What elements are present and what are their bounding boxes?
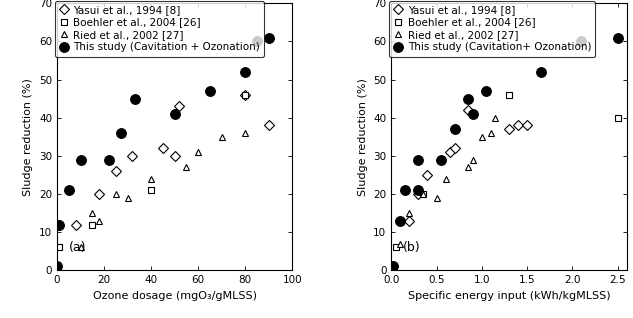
Y-axis label: Sludge reduction (%): Sludge reduction (%) xyxy=(23,78,34,196)
Y-axis label: Sludge reduction (%): Sludge reduction (%) xyxy=(358,78,368,196)
Legend: Yasui et al., 1994 [8], Boehler et al., 2004 [26], Ried et al., 2002 [27], This : Yasui et al., 1994 [8], Boehler et al., … xyxy=(54,1,265,57)
Text: (b): (b) xyxy=(403,241,421,254)
X-axis label: Specific energy input (kWh/kgMLSS): Specific energy input (kWh/kgMLSS) xyxy=(408,291,610,301)
Text: (a): (a) xyxy=(69,241,86,254)
Legend: Yasui et al., 1994 [8], Boehler et al., 2004 [26], Ried et al., 2002 [27], This : Yasui et al., 1994 [8], Boehler et al., … xyxy=(389,1,595,57)
X-axis label: Ozone dosage (mgO₃/gMLSS): Ozone dosage (mgO₃/gMLSS) xyxy=(92,291,256,301)
